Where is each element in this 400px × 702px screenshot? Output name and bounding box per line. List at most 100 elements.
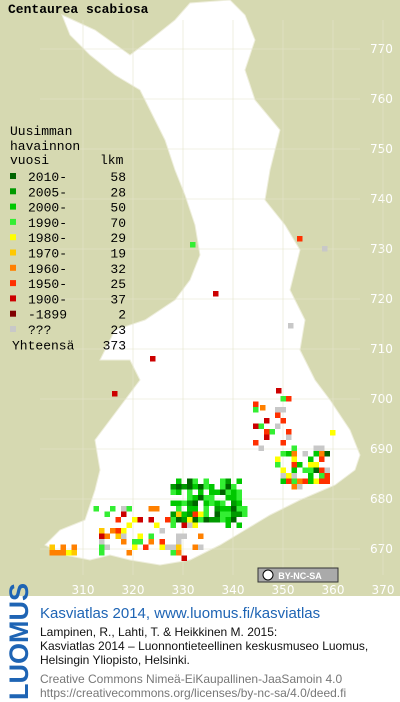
observation xyxy=(253,401,259,407)
legend-label: 1990- xyxy=(28,216,67,231)
observation xyxy=(176,550,182,556)
observation xyxy=(276,388,282,394)
observation xyxy=(132,539,138,545)
observation xyxy=(104,533,110,539)
observation xyxy=(225,495,231,501)
observation xyxy=(187,522,193,528)
observation xyxy=(192,506,198,512)
observation xyxy=(203,484,209,490)
observation xyxy=(209,495,215,501)
observation xyxy=(214,500,220,506)
legend-swatch xyxy=(10,326,16,332)
observation xyxy=(99,550,105,556)
observation xyxy=(110,506,116,512)
observation xyxy=(203,495,209,501)
species-title: Centaurea scabiosa xyxy=(8,2,149,17)
legend-count: 28 xyxy=(110,185,126,200)
observation xyxy=(187,495,193,501)
observation xyxy=(154,522,160,528)
observation xyxy=(126,522,132,528)
observation xyxy=(286,451,292,457)
observation xyxy=(253,407,259,413)
legend-total-label: Yhteensä xyxy=(12,338,75,353)
observation xyxy=(192,500,198,506)
observation xyxy=(181,511,187,517)
observation xyxy=(302,451,308,457)
brand: LUOMUS xyxy=(4,583,34,700)
observation xyxy=(93,506,99,512)
observation xyxy=(150,356,156,362)
observation xyxy=(192,517,198,523)
observation xyxy=(181,555,187,561)
observation xyxy=(308,473,314,479)
observation xyxy=(225,484,231,490)
observation xyxy=(181,500,187,506)
observation xyxy=(187,500,193,506)
observation xyxy=(187,484,193,490)
observation xyxy=(49,544,55,550)
observation xyxy=(104,544,110,550)
observation xyxy=(132,517,138,523)
observation xyxy=(170,550,176,556)
observation xyxy=(220,517,226,523)
legend-label: 1900- xyxy=(28,292,67,307)
observation xyxy=(225,506,231,512)
observation xyxy=(231,495,237,501)
observation xyxy=(291,462,297,468)
legend-swatch xyxy=(10,249,16,256)
observation xyxy=(225,489,231,495)
observation xyxy=(220,511,226,517)
observation xyxy=(319,467,325,473)
observation xyxy=(176,489,182,495)
observation xyxy=(49,550,55,556)
observation xyxy=(170,500,176,506)
observation xyxy=(225,517,231,523)
badge-frame xyxy=(257,567,339,583)
observation xyxy=(313,445,319,451)
legend-label: 2010- xyxy=(28,170,67,185)
observation xyxy=(203,517,209,523)
observation xyxy=(154,506,160,512)
observation xyxy=(176,511,182,517)
legend-count: 70 xyxy=(110,216,126,231)
observation xyxy=(99,533,105,539)
legend-swatch xyxy=(10,188,16,195)
east-label: 330 xyxy=(172,583,195,597)
legend-label: 1950- xyxy=(28,277,67,292)
legend-count: 19 xyxy=(110,247,126,262)
observation xyxy=(214,489,220,495)
legend-label: 1980- xyxy=(28,231,67,246)
legend-total: 373 xyxy=(103,338,126,353)
observation xyxy=(203,506,209,512)
observation xyxy=(198,484,204,490)
observation xyxy=(176,533,182,539)
observation xyxy=(291,445,297,451)
license: https://creativecommons.org/licenses/by-… xyxy=(40,686,346,700)
observation xyxy=(313,462,319,468)
observation xyxy=(187,478,193,484)
observation xyxy=(302,467,308,473)
observation xyxy=(198,489,204,495)
north-label: 770 xyxy=(370,42,393,56)
observation xyxy=(192,522,198,528)
observation xyxy=(324,473,330,479)
observation xyxy=(214,517,220,523)
observation xyxy=(313,467,319,473)
observation xyxy=(280,478,286,484)
observation xyxy=(280,407,286,413)
observation xyxy=(121,533,127,539)
east-label: 340 xyxy=(222,583,245,597)
observation xyxy=(297,484,303,490)
legend-label: -1899 xyxy=(28,308,67,323)
observation xyxy=(225,511,231,517)
legend-label: 2005- xyxy=(28,185,67,200)
observation xyxy=(231,489,237,495)
observation xyxy=(308,478,314,484)
observation xyxy=(209,500,215,506)
observation xyxy=(280,440,286,446)
observation xyxy=(236,506,242,512)
observation xyxy=(330,430,336,436)
observation xyxy=(313,451,319,457)
observation xyxy=(236,511,242,517)
license-badge: BY-NC-SA xyxy=(257,567,339,583)
